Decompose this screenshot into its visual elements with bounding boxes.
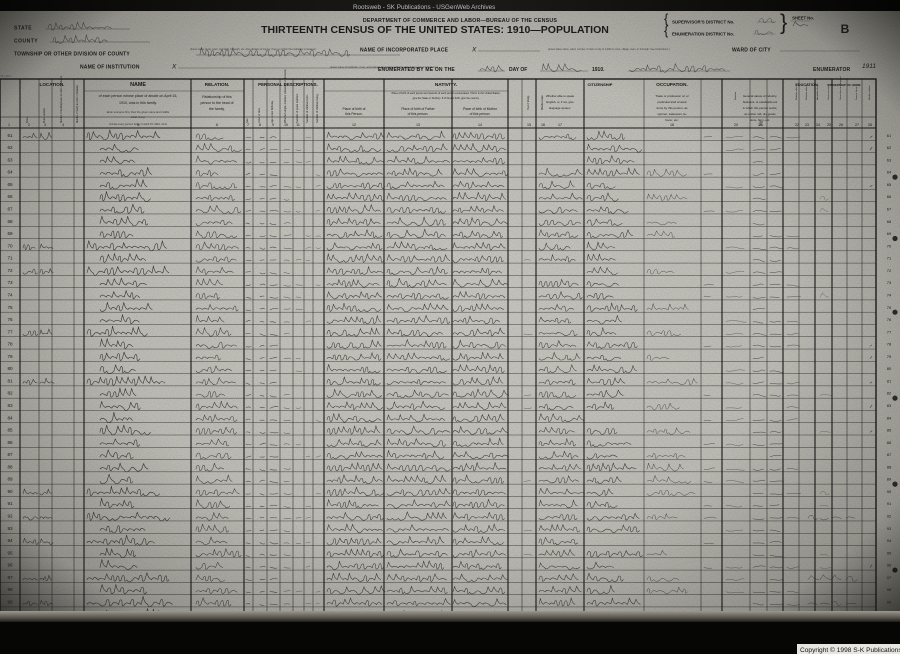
svg-text:Rootsweb - SK Publications - U: Rootsweb - SK Publications - USGenWeb Ar…	[353, 4, 495, 11]
svg-text:Copyright © 1998 S-K Publicati: Copyright © 1998 S-K Publications	[800, 646, 900, 654]
